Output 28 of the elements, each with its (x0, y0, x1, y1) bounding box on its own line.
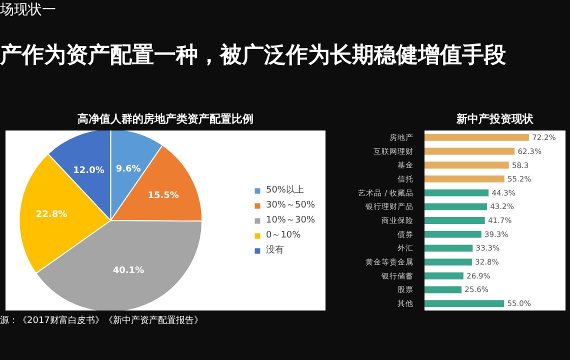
data-label: 15.5% (148, 190, 179, 201)
data-label: 22.8% (36, 210, 68, 220)
bar (424, 300, 504, 308)
bar (424, 286, 462, 294)
data-label: 40.1% (112, 266, 144, 276)
legend-label: 30%～50% (266, 200, 315, 212)
bar (424, 189, 489, 196)
bar (424, 272, 464, 280)
legend-label: 10%～30% (266, 214, 315, 226)
text: 场现状一 (0, 1, 56, 20)
data-label: 12.0% (73, 166, 104, 176)
chart-title: 新中产投资现状 (456, 112, 534, 126)
bar (424, 244, 473, 252)
bar (424, 258, 472, 266)
bar (424, 162, 509, 169)
legend-label: 没有 (266, 244, 285, 256)
text: 源：《2017财富白皮书》《新中产资产配置报告》 (0, 315, 203, 328)
legend-label: 0～10% (266, 230, 301, 242)
bar (424, 230, 482, 238)
legend-label: 50%以上 (266, 184, 304, 196)
bar (424, 176, 504, 182)
chart-title: 高净值人群的房地产类资产配置比例 (78, 112, 254, 126)
bar (424, 217, 485, 224)
bar (424, 134, 529, 141)
bar (424, 148, 515, 155)
data-label: 9.6% (116, 164, 141, 175)
bar (424, 203, 487, 210)
text: 产作为资产配置一种，被广泛作为长期稳健增值手段 (0, 42, 506, 70)
